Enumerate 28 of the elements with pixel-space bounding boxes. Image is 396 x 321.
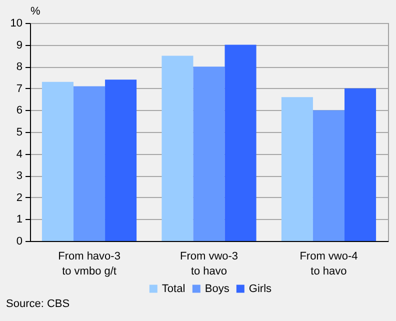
bar xyxy=(74,86,106,241)
y-tick-label: 9 xyxy=(16,39,22,52)
y-tick-label: 3 xyxy=(16,170,22,182)
y-tick-label: 2 xyxy=(16,192,22,204)
bar xyxy=(224,44,256,241)
y-tick-label: 6 xyxy=(16,104,22,117)
legend-label: Boys xyxy=(204,282,230,295)
source-note: Source: CBS xyxy=(6,298,70,310)
bar xyxy=(162,56,194,241)
y-tick-label: 10 xyxy=(10,18,22,30)
y-axis-title: % xyxy=(30,6,40,18)
y-tick-label: 5 xyxy=(16,126,22,138)
x-tick-label: From vwo-3 to havo xyxy=(180,250,238,278)
bar xyxy=(105,80,137,241)
x-tick-label: From vwo-4 to havo xyxy=(300,250,358,278)
bar xyxy=(42,82,74,241)
y-tick-label: 1 xyxy=(16,214,22,226)
bar xyxy=(193,66,225,241)
legend-label: Girls xyxy=(248,282,272,295)
legend-label: Total xyxy=(162,282,186,295)
y-tick-label: 0 xyxy=(16,236,22,248)
y-tick-label: 7 xyxy=(16,82,22,95)
bar xyxy=(312,110,344,241)
bar xyxy=(344,88,376,241)
bar xyxy=(281,97,313,241)
x-tick-label: From havo-3 to vmbo g/t xyxy=(58,250,120,278)
y-tick-label: 8 xyxy=(16,61,22,74)
y-tick-label: 4 xyxy=(16,148,22,160)
